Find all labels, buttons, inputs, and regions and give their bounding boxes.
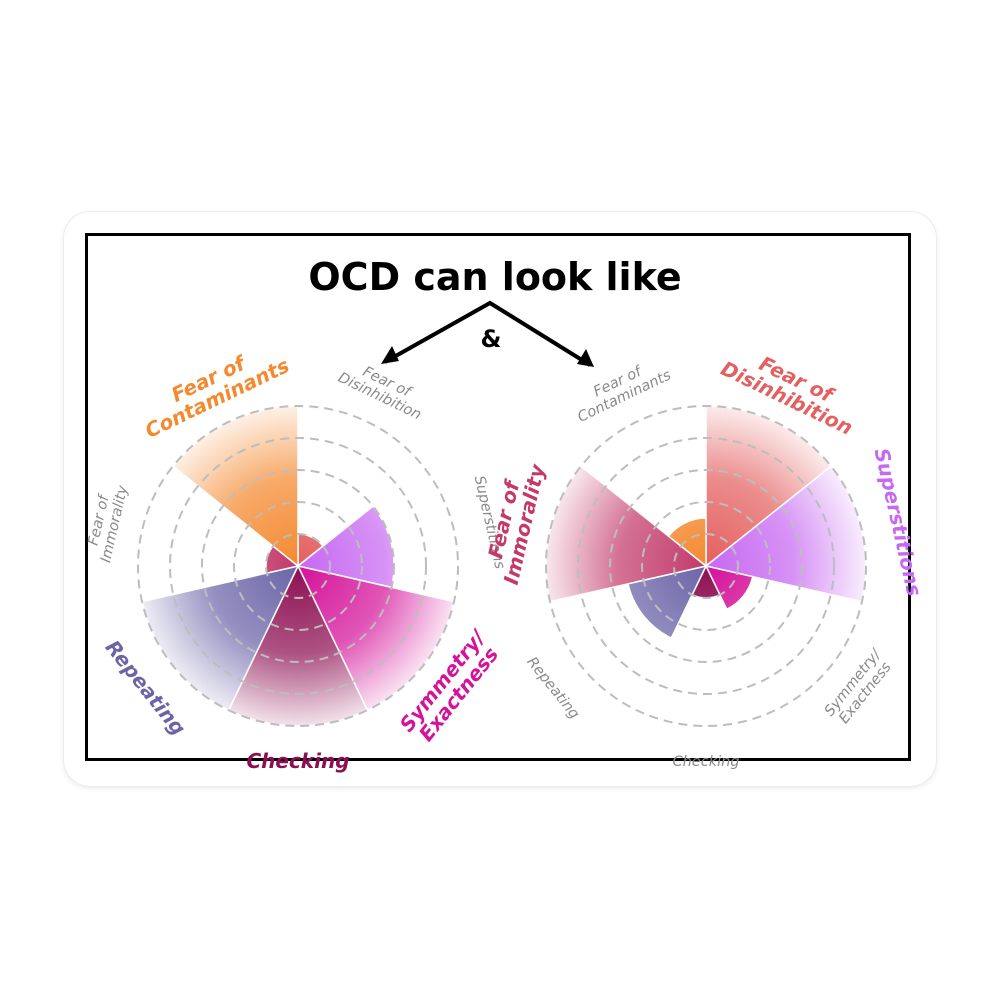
grid-ring bbox=[577, 437, 835, 695]
ampersand-label: & bbox=[481, 325, 502, 353]
grid-ring bbox=[545, 405, 867, 727]
axis-label-fear-of-immorality: Fear ofImmorality bbox=[83, 480, 132, 564]
grid-ring bbox=[201, 469, 395, 663]
axis-label-line: Checking bbox=[246, 749, 349, 773]
arrow-head-right bbox=[577, 349, 594, 367]
axis-label-line: Repeating bbox=[523, 654, 582, 722]
axis-label-checking: Checking bbox=[672, 754, 739, 770]
axis-label-line: Checking bbox=[672, 754, 739, 770]
grid-ring bbox=[233, 501, 363, 631]
axis-label-checking: Checking bbox=[246, 749, 349, 773]
chart-frame bbox=[85, 233, 911, 761]
axis-label-fear-of-disinhibition: Fear ofDisinhibition bbox=[335, 355, 430, 423]
page-title: OCD can look like bbox=[308, 255, 681, 299]
sector-fear-of-contaminants bbox=[667, 517, 707, 568]
grid-ring bbox=[169, 437, 427, 695]
split-arrow-line bbox=[384, 300, 592, 367]
axis-label-line: Superstitions bbox=[870, 446, 927, 599]
grid-ring bbox=[609, 469, 803, 663]
polar-chart-left: Fear ofDisinhibitionSuperstitionsSymmetr… bbox=[83, 350, 508, 773]
axis-label-symmetry-exactness: Symmetry/Exactness bbox=[822, 645, 898, 729]
grid-ring bbox=[641, 501, 771, 631]
axis-label-superstitions: Superstitions bbox=[870, 446, 927, 599]
polar-chart-right: Fear ofDisinhibitionSuperstitionsSymmetr… bbox=[483, 351, 927, 770]
grid-ring bbox=[673, 533, 739, 599]
axis-label-repeating: Repeating bbox=[523, 654, 582, 722]
sector-checking bbox=[227, 564, 369, 727]
sector-fear-of-contaminants bbox=[171, 405, 299, 568]
grid-ring bbox=[265, 533, 331, 599]
grid-ring bbox=[137, 405, 459, 727]
connector-arrows bbox=[381, 300, 594, 367]
sector-repeating bbox=[627, 564, 708, 640]
arrow-head-left bbox=[381, 346, 399, 364]
sector-fear-of-immorality bbox=[545, 465, 708, 603]
